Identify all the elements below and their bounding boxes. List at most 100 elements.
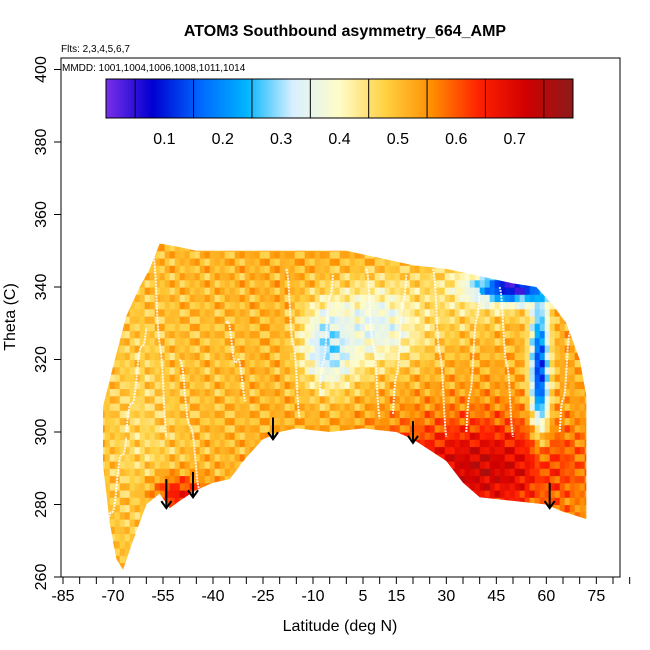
- heatmap-cell: [384, 533, 391, 542]
- heatmap-cell: [519, 526, 526, 535]
- heatmap-cell: [494, 540, 501, 549]
- heatmap-cell: [149, 424, 156, 433]
- heatmap-cell: [389, 453, 396, 462]
- heatmap-cell: [524, 250, 531, 259]
- y-tick-label: 400: [33, 56, 50, 83]
- heatmap-cell: [274, 461, 281, 469]
- heatmap-cell: [339, 337, 346, 346]
- heatmap-cell: [149, 366, 156, 375]
- heatmap-cell: [209, 366, 216, 375]
- heatmap-cell: [349, 475, 356, 484]
- heatmap-cell: [199, 511, 206, 520]
- heatmap-cell: [309, 359, 316, 368]
- heatmap-cell: [234, 395, 241, 404]
- heatmap-cell: [539, 381, 546, 390]
- flight-track: [432, 268, 448, 438]
- heatmap-cell: [459, 352, 466, 361]
- heatmap-cell: [479, 279, 486, 288]
- heatmap-cell: [244, 316, 251, 324]
- heatmap-cell: [584, 345, 587, 353]
- heatmap-cell: [294, 497, 301, 506]
- heatmap-cell: [304, 388, 311, 397]
- heatmap-cell: [194, 301, 201, 310]
- heatmap-cell: [109, 562, 116, 570]
- heatmap-cell: [484, 410, 491, 419]
- heatmap-cell: [569, 497, 576, 506]
- heatmap-cell: [529, 526, 536, 535]
- heatmap-cell: [204, 424, 211, 433]
- heatmap-cell: [114, 345, 121, 353]
- heatmap-cell: [164, 323, 171, 332]
- heatmap-cell: [259, 555, 266, 564]
- heatmap-cell: [404, 439, 411, 448]
- heatmap-cell: [544, 359, 551, 368]
- heatmap-cell: [569, 279, 576, 288]
- heatmap-cell: [404, 461, 411, 469]
- heatmap-cell: [349, 417, 356, 426]
- heatmap-cell: [119, 381, 126, 390]
- heatmap-cell: [274, 381, 281, 390]
- heatmap-cell: [384, 511, 391, 520]
- heatmap-cell: [194, 258, 201, 266]
- heatmap-cell: [474, 359, 481, 368]
- heatmap-cell: [399, 453, 406, 462]
- heatmap-cell: [574, 519, 581, 527]
- heatmap-cell: [409, 490, 416, 498]
- heatmap-cell: [154, 374, 161, 382]
- heatmap-cell: [284, 294, 291, 303]
- heatmap-cell: [284, 265, 291, 274]
- heatmap-cell: [324, 555, 331, 564]
- heatmap-cell: [164, 359, 171, 368]
- heatmap-cell: [269, 446, 276, 455]
- heatmap-cell: [489, 511, 496, 520]
- heatmap-cell: [520, 570, 526, 578]
- heatmap-cell: [269, 287, 276, 295]
- heatmap-cell: [474, 381, 481, 390]
- heatmap-cell: [189, 548, 196, 556]
- heatmap-cell: [579, 381, 586, 390]
- heatmap-cell: [484, 432, 491, 440]
- heatmap-cell: [214, 526, 221, 535]
- heatmap-cell: [249, 265, 256, 274]
- heatmap-cell: [119, 497, 126, 506]
- heatmap-cell: [299, 526, 306, 535]
- heatmap-cell: [574, 453, 581, 462]
- heatmap-cell: [249, 555, 256, 564]
- heatmap-cell: [124, 323, 131, 332]
- heatmap-cell: [154, 352, 161, 361]
- heatmap-cell: [509, 482, 516, 491]
- heatmap-cell: [244, 417, 251, 426]
- heatmap-cell: [444, 540, 451, 549]
- heatmap-cell: [224, 497, 231, 506]
- heatmap-cell: [529, 490, 536, 498]
- heatmap-cell: [554, 287, 561, 295]
- heatmap-cell: [189, 439, 196, 448]
- heatmap-cell: [369, 301, 376, 310]
- heatmap-cell: [189, 258, 196, 266]
- heatmap-cell: [129, 395, 136, 404]
- heatmap-cell: [339, 490, 346, 498]
- heatmap-cell: [584, 432, 587, 440]
- heatmap-cell: [434, 424, 441, 433]
- heatmap-cell: [324, 562, 331, 570]
- heatmap-cell: [409, 395, 416, 404]
- heatmap-cell: [354, 453, 361, 462]
- heatmap-cell: [584, 439, 587, 448]
- heatmap-cell: [304, 395, 311, 404]
- heatmap-cell: [344, 258, 351, 266]
- heatmap-cell: [103, 468, 106, 477]
- heatmap-cell: [319, 461, 326, 469]
- heatmap-cell: [324, 330, 331, 339]
- heatmap-cell: [304, 555, 311, 564]
- heatmap-cell: [489, 366, 496, 375]
- heatmap-cell: [559, 301, 566, 310]
- heatmap-cell: [144, 519, 151, 527]
- heatmap-cell: [129, 403, 136, 411]
- heatmap-cell: [324, 482, 331, 491]
- heatmap-cell: [249, 250, 256, 259]
- heatmap-cell: [234, 548, 241, 556]
- heatmap-cell: [139, 265, 146, 274]
- heatmap-cell: [384, 301, 391, 310]
- heatmap-cell: [264, 504, 271, 513]
